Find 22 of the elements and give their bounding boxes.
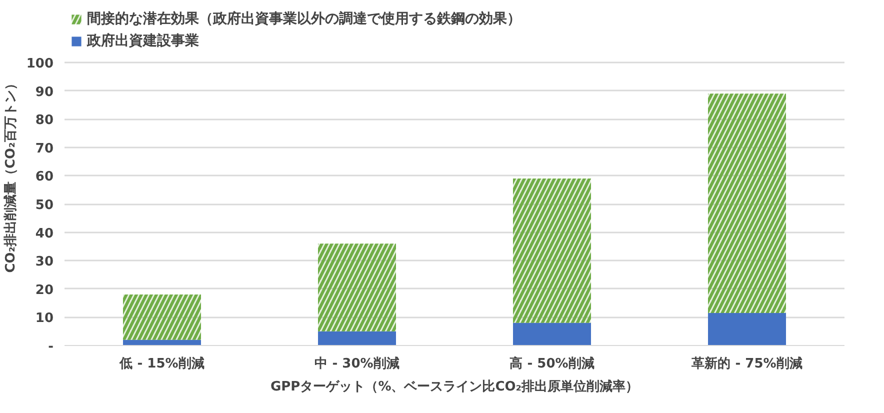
y-tick-label: 90 [35,84,54,100]
x-tick-label: 高 - 50%削減 [510,356,594,372]
y-tick-label: 20 [35,282,54,298]
y-tick-label: 50 [35,198,54,213]
y-axis-title: CO₂排出削減量（CO₂百万トン） [3,77,18,273]
y-tick-label: 80 [35,113,54,128]
y-tick-label: 40 [35,226,54,242]
bar [708,312,786,346]
y-tick-label: 70 [35,141,54,156]
bar [513,322,591,346]
y-tick-label: 30 [35,254,54,270]
x-tick-label: 低 - 15%削減 [118,356,204,372]
y-tick-label: - [48,340,54,354]
x-axis-title: GPPターゲット（%、ベースライン比CO₂排出原単位削減率） [270,378,639,394]
y-tick-label: 60 [35,170,54,185]
x-tick-label: 中 - 30%削減 [314,356,400,372]
y-tick-label: 10 [35,311,54,326]
y-tick-label: 100 [26,56,54,72]
legend-label: 間接的な潜在効果（政府出資事業以外の調達で使用する鉄鋼の効果） [87,10,521,28]
bar [318,331,396,346]
legend-label: 政府出資建設事業 [87,32,199,50]
x-tick-label: 革新的 - 75%削減 [690,356,802,372]
